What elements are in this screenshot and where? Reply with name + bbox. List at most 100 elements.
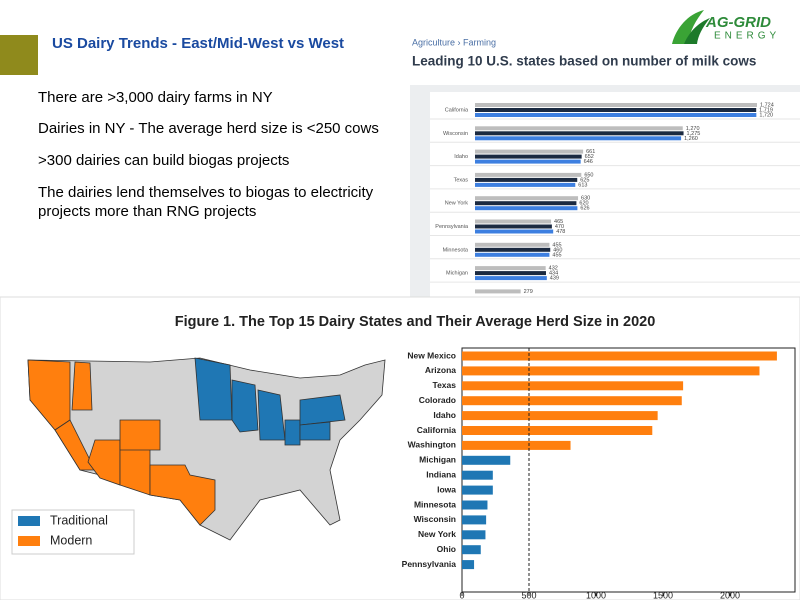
map-state <box>119 419 161 451</box>
category-label: New York <box>445 201 468 207</box>
category-label: New Mexico <box>407 350 456 360</box>
category-label: Idaho <box>433 410 456 420</box>
map-state <box>299 421 331 441</box>
bar <box>475 149 584 154</box>
value-label: 1,260 <box>684 136 698 142</box>
bar <box>475 229 554 234</box>
x-tick-label: 500 <box>521 590 536 600</box>
category-label: New York <box>418 529 456 539</box>
value-label: 626 <box>580 206 589 212</box>
us-map <box>27 357 386 541</box>
category-label: California <box>417 425 456 435</box>
value-label: 1,720 <box>759 112 773 118</box>
category-label: Indiana <box>426 469 456 479</box>
figure-title: Figure 1. The Top 15 Dairy States and Th… <box>175 314 656 330</box>
bullet: There are >3,000 dairy farms in NY <box>38 89 273 106</box>
category-label: California <box>445 107 469 113</box>
map-state <box>231 379 259 433</box>
bar <box>475 196 579 201</box>
bar <box>475 206 578 211</box>
value-label: 434 <box>549 271 558 277</box>
bar <box>475 182 576 187</box>
x-tick-label: 1500 <box>653 590 673 600</box>
bar <box>475 113 757 117</box>
chart-title: Leading 10 U.S. states based on number o… <box>412 54 756 69</box>
bar <box>462 396 682 406</box>
legend-label: Traditional <box>50 513 108 527</box>
value-label: 646 <box>584 159 593 165</box>
category-label: Texas <box>454 177 469 183</box>
bar <box>462 470 493 480</box>
map-state <box>149 464 216 526</box>
bar <box>462 500 488 510</box>
value-label: 465 <box>554 219 563 225</box>
value-label: 478 <box>556 229 565 235</box>
category-label: Colorado <box>419 395 456 405</box>
bar <box>475 154 582 159</box>
bar <box>462 485 493 495</box>
bullet: The dairies lend themselves to biogas to… <box>38 184 374 220</box>
value-label: 432 <box>549 266 558 272</box>
bar <box>462 440 571 450</box>
bar <box>475 247 551 252</box>
bar <box>475 103 757 107</box>
bar <box>475 266 546 271</box>
bar <box>475 271 546 276</box>
x-tick-label: 1000 <box>586 590 606 600</box>
accent-square <box>0 35 38 75</box>
bar <box>475 136 682 141</box>
logo-leaf <box>684 18 710 44</box>
breadcrumb: Agriculture › Farming <box>412 37 496 47</box>
bar <box>475 159 581 164</box>
category-label: Arizona <box>425 365 456 375</box>
value-label: 460 <box>553 247 562 253</box>
value-label: 650 <box>584 172 593 178</box>
bullet: Dairies in NY - The average herd size is… <box>38 120 379 137</box>
value-label: 1,275 <box>687 131 701 137</box>
legend-label: Modern <box>50 533 92 547</box>
bar <box>475 131 684 136</box>
value-label: 439 <box>550 276 559 282</box>
category-label: Minnesota <box>414 499 456 509</box>
value-label: 455 <box>552 252 561 258</box>
logo-text: AG-GRID <box>705 14 771 31</box>
slide-title: US Dairy Trends - East/Mid-West vs West <box>52 35 345 52</box>
bar <box>462 366 760 376</box>
bar <box>462 455 511 465</box>
value-label: 652 <box>585 154 594 160</box>
bar <box>475 108 757 112</box>
logo-text: ENERGY <box>714 31 780 42</box>
category-label: Washington <box>408 440 456 450</box>
map-state <box>71 361 93 411</box>
bar <box>475 289 521 294</box>
bar <box>462 381 684 391</box>
bar <box>462 426 653 435</box>
value-label: 1,719 <box>759 107 773 113</box>
category-label: Michigan <box>419 455 456 465</box>
bar <box>475 252 550 257</box>
bar <box>462 515 487 525</box>
x-tick-label: 2000 <box>720 590 740 600</box>
logo-leaf <box>672 10 704 44</box>
category-label: Idaho <box>454 154 468 160</box>
x-tick-label: 0 <box>459 590 464 600</box>
bar <box>475 177 578 182</box>
value-label: 630 <box>581 196 590 202</box>
map-state <box>284 419 301 446</box>
bar <box>462 351 777 361</box>
category-label: Texas <box>433 380 457 390</box>
value-label: 1,724 <box>760 102 774 108</box>
bar <box>462 530 486 540</box>
value-label: 625 <box>580 177 589 183</box>
legend-swatch <box>18 536 40 546</box>
bar <box>475 172 582 177</box>
map-state <box>87 439 121 486</box>
category-label: Iowa <box>437 484 456 494</box>
logo: AG-GRID ENERGY <box>672 10 780 44</box>
legend-swatch <box>18 516 40 526</box>
bar <box>475 276 547 281</box>
value-label: 279 <box>524 289 533 295</box>
map-state <box>194 357 233 421</box>
